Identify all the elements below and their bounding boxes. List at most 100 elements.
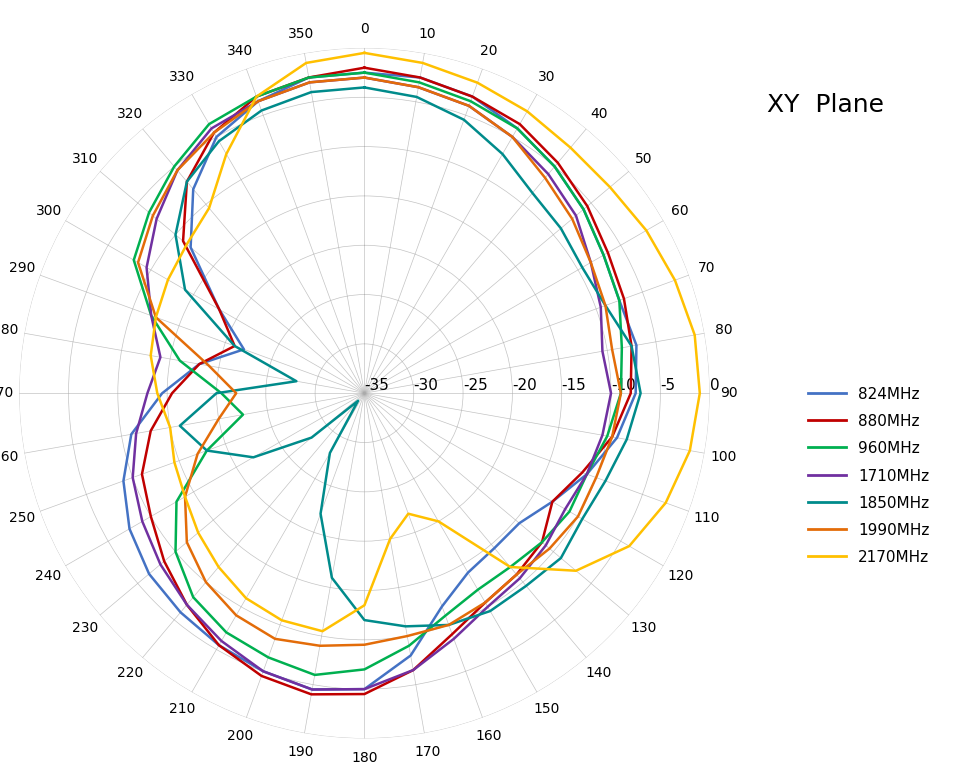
1850MHz [359, 82, 370, 92]
960MHz [250, 92, 262, 101]
824MHz [143, 569, 154, 578]
1990MHz [359, 640, 370, 649]
1710MHz [181, 600, 193, 609]
880MHz [581, 201, 593, 210]
960MHz [221, 628, 232, 637]
824MHz [597, 251, 609, 260]
880MHz [145, 426, 156, 436]
2170MHz [504, 562, 516, 571]
1850MHz [326, 573, 338, 582]
1990MHz [213, 414, 224, 423]
1990MHz [181, 537, 193, 547]
824MHz [303, 73, 315, 82]
1990MHz [567, 214, 578, 224]
1850MHz [256, 106, 268, 115]
824MHz [118, 476, 129, 486]
960MHz [439, 611, 451, 621]
824MHz [257, 667, 269, 676]
960MHz [146, 311, 157, 320]
2170MHz [241, 594, 252, 603]
880MHz [181, 177, 193, 187]
1850MHz [599, 476, 611, 486]
960MHz [171, 497, 182, 507]
2170MHz [417, 59, 429, 68]
1850MHz [170, 230, 181, 239]
1990MHz [606, 433, 618, 442]
880MHz [414, 73, 426, 82]
1710MHz [307, 685, 318, 694]
880MHz [547, 497, 558, 507]
1990MHz [511, 570, 523, 579]
824MHz [126, 429, 137, 439]
1850MHz [211, 389, 222, 398]
1710MHz [412, 82, 424, 92]
2170MHz [162, 275, 174, 284]
824MHz [211, 133, 222, 142]
1710MHz [146, 311, 157, 320]
1850MHz [400, 621, 411, 631]
1850MHz [201, 446, 213, 455]
1850MHz [324, 449, 336, 458]
824MHz [185, 243, 197, 252]
1850MHz [576, 514, 588, 524]
1990MHz [599, 301, 611, 310]
2170MHz [145, 351, 156, 360]
1850MHz [306, 87, 317, 96]
824MHz [175, 608, 186, 617]
880MHz [181, 600, 193, 609]
2170MHz [300, 59, 312, 68]
1710MHz [216, 636, 227, 645]
1990MHz [315, 641, 326, 651]
824MHz [213, 641, 224, 650]
1990MHz [208, 128, 220, 137]
2170MHz [250, 92, 262, 101]
1850MHz [181, 177, 193, 187]
1850MHz [410, 93, 422, 102]
1710MHz [359, 73, 370, 82]
824MHz [630, 389, 642, 398]
2170MHz [660, 498, 671, 507]
960MHz [578, 205, 590, 214]
1850MHz [576, 263, 588, 272]
824MHz [359, 68, 370, 77]
1710MHz [151, 214, 162, 224]
960MHz [504, 562, 516, 571]
880MHz [177, 237, 189, 246]
2170MHz [152, 389, 163, 398]
1710MHz [359, 73, 370, 82]
880MHz [208, 128, 220, 137]
960MHz [203, 120, 215, 129]
1990MHz [203, 361, 215, 370]
1990MHz [606, 345, 618, 354]
1710MHz [408, 665, 419, 675]
824MHz [414, 73, 426, 82]
960MHz [601, 432, 613, 441]
2170MHz [276, 616, 288, 625]
1990MHz [172, 166, 183, 175]
2170MHz [316, 627, 328, 636]
824MHz [578, 205, 590, 214]
960MHz [309, 670, 320, 679]
880MHz [213, 641, 224, 650]
1850MHz [306, 433, 317, 443]
1710MHz [206, 124, 218, 133]
1710MHz [257, 667, 269, 676]
960MHz [549, 162, 560, 171]
Line: 1850MHz: 1850MHz [175, 87, 641, 626]
960MHz [263, 653, 274, 662]
824MHz [547, 497, 558, 507]
1710MHz [136, 517, 148, 526]
1990MHz [132, 258, 144, 267]
1710MHz [605, 389, 617, 398]
824MHz [489, 544, 501, 553]
960MHz [359, 68, 370, 77]
1850MHz [620, 435, 632, 444]
1990MHz [585, 258, 596, 267]
Line: 1990MHz: 1990MHz [138, 78, 620, 646]
1850MHz [599, 301, 611, 310]
1850MHz [458, 115, 470, 124]
880MHz [166, 389, 177, 398]
1990MHz [179, 492, 191, 501]
1990MHz [463, 101, 475, 110]
824MHz [549, 162, 560, 171]
